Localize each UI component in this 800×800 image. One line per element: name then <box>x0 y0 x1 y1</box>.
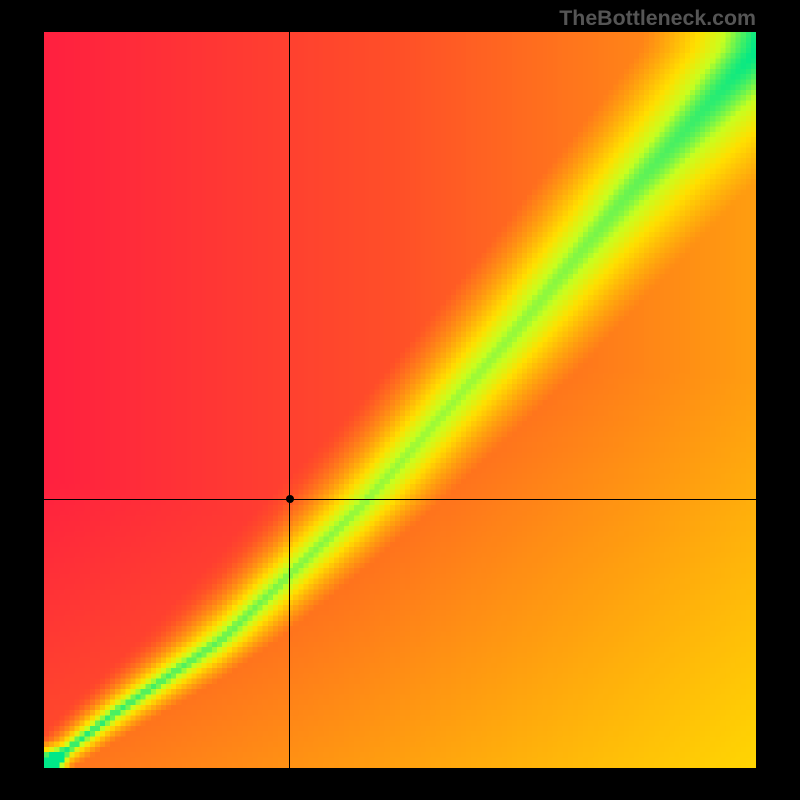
bottleneck-heatmap <box>44 32 756 768</box>
watermark-text: TheBottleneck.com <box>559 6 756 31</box>
crosshair-horizontal <box>44 499 756 500</box>
chart-container: TheBottleneck.com <box>0 0 800 800</box>
crosshair-vertical <box>289 32 290 768</box>
crosshair-marker <box>286 495 294 503</box>
